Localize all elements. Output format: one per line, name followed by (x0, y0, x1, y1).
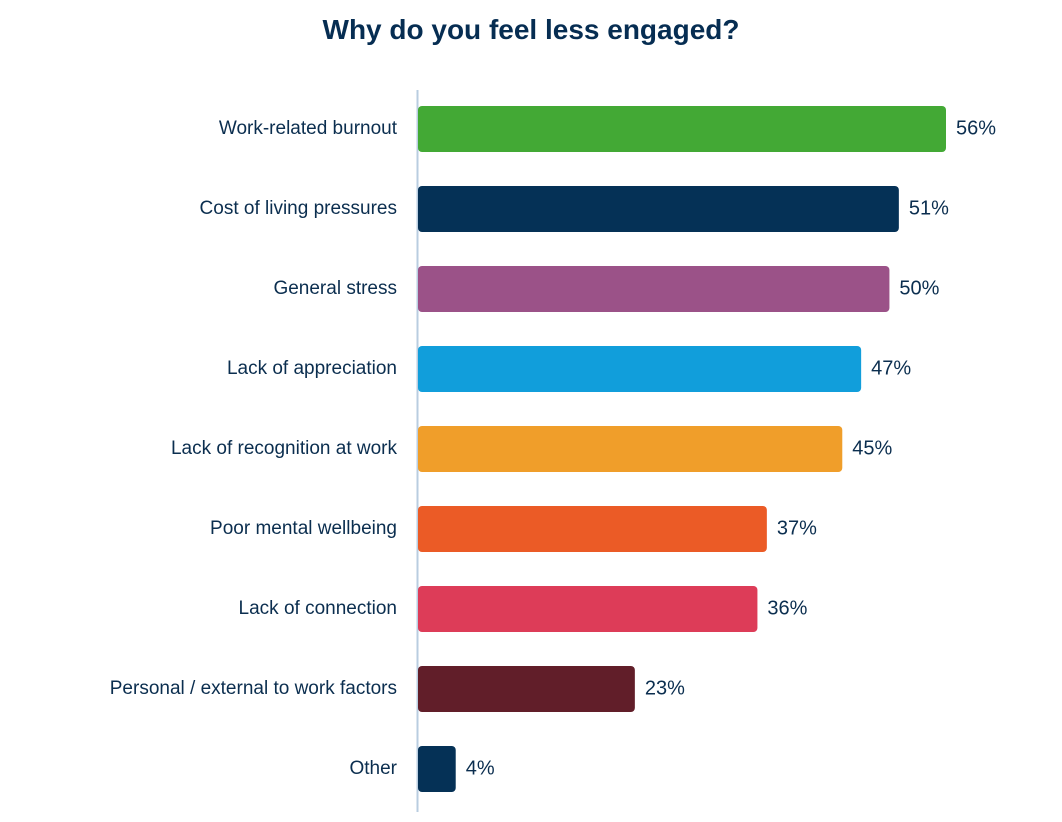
bar (418, 586, 758, 632)
category-label: Lack of recognition at work (171, 438, 398, 459)
value-label: 4% (466, 757, 495, 779)
category-label: Poor mental wellbeing (210, 518, 397, 539)
category-label: General stress (273, 278, 397, 299)
value-label: 37% (777, 517, 817, 539)
value-label: 45% (852, 437, 892, 459)
chart-title: Why do you feel less engaged? (322, 14, 740, 45)
category-label: Personal / external to work factors (110, 678, 397, 699)
value-label: 50% (899, 277, 939, 299)
value-label: 47% (871, 357, 911, 379)
bar (418, 186, 899, 232)
bar (418, 746, 456, 792)
bar (418, 666, 635, 712)
value-label: 56% (956, 117, 996, 139)
value-label: 51% (909, 197, 949, 219)
bar (418, 506, 767, 552)
value-label: 23% (645, 677, 685, 699)
value-label: 36% (767, 597, 807, 619)
category-label: Other (349, 758, 397, 779)
category-label: Lack of appreciation (227, 358, 397, 379)
bar (418, 266, 890, 312)
bar (418, 346, 862, 392)
category-label: Cost of living pressures (200, 198, 397, 219)
bar (418, 106, 946, 152)
bar (418, 426, 843, 472)
bars-group: Work-related burnout 56% Cost of living pr… (110, 106, 996, 792)
category-label: Work-related burnout (219, 118, 398, 139)
category-label: Lack of connection (239, 598, 397, 619)
